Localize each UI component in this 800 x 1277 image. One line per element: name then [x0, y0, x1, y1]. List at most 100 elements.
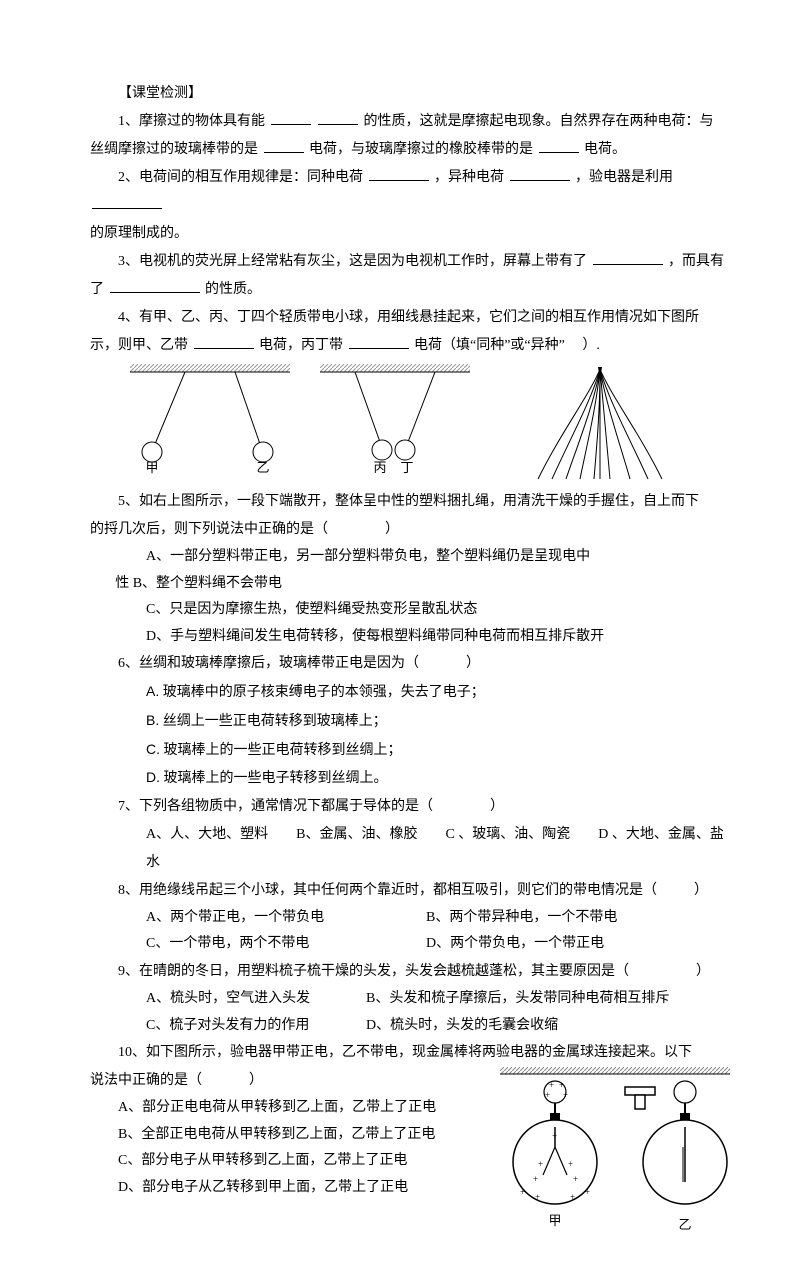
- blank: [194, 334, 254, 349]
- svg-text:+: +: [535, 1192, 540, 1202]
- svg-text:+: +: [559, 1080, 564, 1090]
- q6-sb: ）: [466, 656, 480, 671]
- svg-text:+: +: [545, 1090, 550, 1100]
- q4-line1: 4、有甲、乙、丙、丁四个轻质带电小球，用细线悬挂起来，它们之间的相互作用情况如下…: [90, 304, 730, 332]
- q3-c: 了: [90, 282, 104, 297]
- svg-text:+: +: [570, 1192, 575, 1202]
- blank: [92, 194, 162, 209]
- q1-c: 丝绸摩擦过的玻璃棒带的是: [90, 142, 258, 157]
- q2-line1: 2、电荷间的相互作用规律是：同种电荷 ，异种电荷 ，验电器是利用: [90, 164, 730, 220]
- q7-sb: ）: [490, 799, 504, 814]
- rope-spread-icon: [530, 364, 670, 484]
- q5-s2b: ）: [385, 522, 399, 537]
- blank: [271, 110, 311, 125]
- q3-b: ，而具有: [668, 254, 724, 269]
- q2-d: 的原理制成的。: [90, 226, 188, 241]
- q1-line2: 丝绸摩擦过的玻璃棒带的是 电荷，与玻璃摩擦过的橡胶棒带的是 电荷。: [90, 136, 730, 164]
- blank: [318, 110, 358, 125]
- q6-options: A. A. 玻璃棒中的原子核束缚电子的本领强，失去了电子；玻璃棒中的原子核束缚电…: [90, 678, 730, 792]
- q8-sa: 8、用绝缘线吊起三个小球，其中任何两个靠近时，都相互吸引，则它们的带电情况是（: [118, 883, 657, 898]
- q4-e: ）.: [582, 338, 600, 353]
- blank: [593, 250, 663, 265]
- q10-s2a: 说法中正确的是（: [90, 1073, 202, 1088]
- svg-text:+: +: [549, 1080, 554, 1090]
- svg-text:+: +: [585, 1187, 590, 1197]
- q6-C: C. 玻璃棒上的一些正电荷转移到丝绸上；: [146, 736, 730, 765]
- q2-a: 2、电荷间的相互作用规律是：同种电荷: [118, 170, 363, 185]
- q9-sa: 9、在晴朗的冬日，用塑料梳子梳干燥的头发，头发会越梳越蓬松，其主要原因是（: [118, 964, 629, 979]
- pendulum-apart-icon: 甲 乙: [130, 364, 290, 474]
- q8-C: C、一个带电，两个不带电: [146, 931, 426, 958]
- q9-C: C、梳子对头发有力的作用: [146, 1013, 366, 1040]
- q8-D: D、两个带负电，一个带正电: [426, 931, 604, 958]
- label-bing: 丙: [373, 460, 386, 474]
- section-header: 【课堂检测】: [90, 80, 730, 108]
- q5-A: A、一部分塑料带正电，另一部分塑料带负电，整个塑料绳仍是呈现电中: [146, 544, 730, 571]
- q10-D: D、部分电子从乙转移到甲上面，乙带上了正电: [118, 1175, 490, 1202]
- q9-options: A、梳头时，空气进入头发B、头发和梳子摩擦后，头发带同种电荷相互排斥 C、梳子对…: [90, 986, 730, 1039]
- label-ding: 丁: [400, 460, 413, 474]
- q4-line2: 示，则甲、乙带 电荷，丙丁带 电荷（填“同种”或“异种” ）.: [90, 332, 730, 360]
- q10-options: A、部分正电电荷从甲转移到乙上面，乙带上了正电 B、全部正电电荷从甲转移到乙上面…: [90, 1095, 490, 1201]
- q3-line1: 3、电视机的荧光屏上经常粘有灰尘，这是因为电视机工作时，屏幕上带有了 ，而具有: [90, 248, 730, 276]
- q6-stem: 6、丝绸和玻璃棒摩擦后，玻璃棒带正电是因为（ ）: [90, 650, 730, 678]
- label-yi2: 乙: [678, 1217, 691, 1232]
- svg-text:+: +: [573, 1174, 578, 1184]
- svg-text:+: +: [563, 1090, 568, 1100]
- q5-C: C、只是因为摩擦生热，使塑料绳受热变形呈散乱状态: [146, 597, 730, 624]
- q8-options: A、两个带正电，一个带负电B、两个带异种电，一个不带电 C、一个带电，两个不带电…: [90, 905, 730, 958]
- q10-s2b: ）: [249, 1073, 263, 1088]
- q1-a: 1、摩擦过的物体具有能: [118, 114, 265, 129]
- pendulum-together-icon: 丙 丁: [320, 364, 470, 474]
- blank: [349, 334, 409, 349]
- svg-text:+: +: [533, 1174, 538, 1184]
- q8-sb: ）: [694, 883, 708, 898]
- label-jia: 甲: [145, 460, 158, 474]
- q4-d: 电荷（填“同种”或“异种”: [414, 338, 565, 353]
- blank: [369, 166, 429, 181]
- q4-b: 示，则甲、乙带: [90, 338, 188, 353]
- q6-A: A. A. 玻璃棒中的原子核束缚电子的本领强，失去了电子；玻璃棒中的原子核束缚电…: [146, 678, 730, 707]
- q5-options: A、一部分塑料带正电，另一部分塑料带负电，整个塑料绳仍是呈现电中 性 B、整个塑…: [90, 544, 730, 650]
- blank: [110, 278, 200, 293]
- q10-figure: ++ ++ + ++ ++ ++ ++ 甲: [500, 1067, 730, 1237]
- q7-stem: 7、下列各组物质中，通常情况下都属于导体的是（ ）: [90, 793, 730, 821]
- q5-D: D、手与塑料绳间发生电荷转移，使每根塑料绳带同种电荷而相互排斥散开: [146, 624, 730, 651]
- q3-a: 3、电视机的荧光屏上经常粘有灰尘，这是因为电视机工作时，屏幕上带有了: [118, 254, 587, 269]
- q9-stem: 9、在晴朗的冬日，用塑料梳子梳干燥的头发，头发会越梳越蓬松，其主要原因是（ ）: [90, 958, 730, 986]
- q10-A: A、部分正电电荷从甲转移到乙上面，乙带上了正电: [118, 1095, 490, 1122]
- q5-A2t: 性 B、整个塑料绳不会带电: [115, 576, 282, 591]
- blank: [264, 138, 304, 153]
- q3-line2: 了 的性质。: [90, 276, 730, 304]
- q2-c: ，验电器是利用: [575, 170, 673, 185]
- q6-B: B. 丝绸上一些正电荷转移到玻璃棒上；: [146, 707, 730, 736]
- q8-A: A、两个带正电，一个带负电: [146, 905, 426, 932]
- q10-B: B、全部正电电荷从甲转移到乙上面，乙带上了正电: [118, 1122, 490, 1149]
- q10-stem2: 说法中正确的是（ ）: [90, 1067, 490, 1095]
- q4-figures: 甲 乙 丙 丁: [130, 364, 730, 484]
- q8-B: B、两个带异种电，一个不带电: [426, 905, 617, 932]
- q10-stem1: 10、如下图所示，验电器甲带正电，乙不带电，现金属棒将两验电器的金属球连接起来。…: [90, 1039, 730, 1067]
- q1-b: 的性质，这就是摩擦起电现象。自然界存在两种电荷：与: [364, 114, 714, 129]
- q9-B: B、头发和梳子摩擦后，头发带同种电荷相互排斥: [366, 986, 669, 1013]
- q9-sb: ）: [696, 964, 710, 979]
- q10-C: C、部分电子从甲转移到乙上面，乙带上了正电: [118, 1148, 490, 1175]
- q9-A: A、梳头时，空气进入头发: [146, 986, 366, 1013]
- q3-d: 的性质。: [205, 282, 261, 297]
- q7-sa: 7、下列各组物质中，通常情况下都属于导体的是（: [118, 799, 433, 814]
- q6-D: D. 玻璃棒上的一些电子转移到丝绸上。: [146, 764, 730, 793]
- svg-text:+: +: [538, 1159, 543, 1169]
- q5-s2a: 的捋几次后，则下列说法中正确的是（: [90, 522, 328, 537]
- q5-stem1: 5、如右上图所示，一段下端散开，整体呈中性的塑料捆扎绳，用清洗干燥的手握住，自上…: [90, 488, 730, 516]
- q9-D: D、梳头时，头发的毛囊会收缩: [366, 1013, 558, 1040]
- q2-b: ，异种电荷: [434, 170, 504, 185]
- q5-A2: 性 B、整个塑料绳不会带电: [115, 571, 730, 598]
- q2-line2: 的原理制成的。: [90, 220, 730, 248]
- blank: [510, 166, 570, 181]
- q1-line1: 1、摩擦过的物体具有能 的性质，这就是摩擦起电现象。自然界存在两种电荷：与: [90, 108, 730, 136]
- blank: [539, 138, 579, 153]
- q1-e: 电荷。: [584, 142, 626, 157]
- q8-stem: 8、用绝缘线吊起三个小球，其中任何两个靠近时，都相互吸引，则它们的带电情况是（ …: [90, 877, 730, 905]
- q6-sa: 6、丝绸和玻璃棒摩擦后，玻璃棒带正电是因为（: [118, 656, 419, 671]
- svg-text:+: +: [520, 1187, 525, 1197]
